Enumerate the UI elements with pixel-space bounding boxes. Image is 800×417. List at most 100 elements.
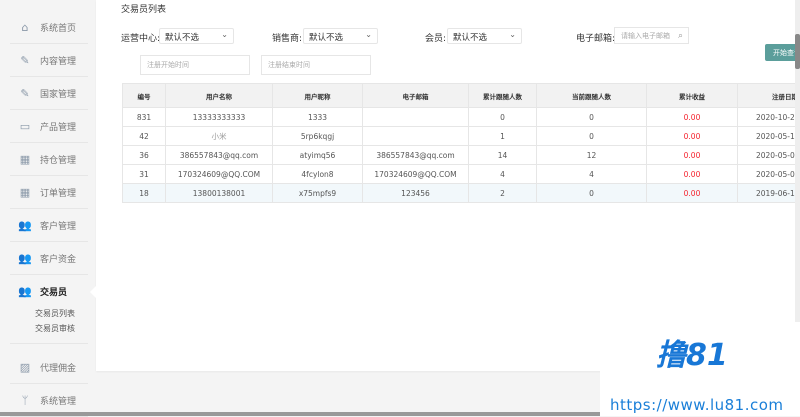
sidebar-item[interactable]: ▨ 代理佣金 xyxy=(10,351,88,384)
scrollbar-thumb[interactable] xyxy=(795,34,800,69)
table-cell: 13800138001 xyxy=(166,184,273,203)
table-cell: 14 xyxy=(469,146,537,165)
table-cell: 170324609@QQ.COM xyxy=(166,165,273,184)
column-header: 用户昵称 xyxy=(273,84,363,108)
watermark-url: https://www.lu81.com xyxy=(610,396,784,414)
sidebar-item-label: 产品管理 xyxy=(40,120,76,133)
end-date-input[interactable]: 注册结束时间 xyxy=(261,55,371,75)
table-cell: 2020-05-10 13: xyxy=(738,127,800,146)
table-cell: 42 xyxy=(123,127,166,146)
watermark-logo: 撸81 xyxy=(656,330,728,374)
ops-label: 运营中心: xyxy=(121,31,160,44)
email-label: 电子邮箱: xyxy=(576,31,615,44)
calendar-icon: ▭ xyxy=(18,120,32,132)
table-cell: 386557843@qq.com xyxy=(363,146,469,165)
active-indicator xyxy=(90,285,97,299)
sidebar-item-label: 内容管理 xyxy=(40,54,76,67)
users-icon: 👥 xyxy=(18,286,32,298)
table-cell: 0.00 xyxy=(647,108,738,127)
ops-select[interactable]: 默认不选⌄ xyxy=(159,28,234,44)
sidebar-item-label: 客户资金 xyxy=(40,252,76,265)
table-cell: 12 xyxy=(537,146,647,165)
branch-icon: ᛘ xyxy=(18,394,32,406)
chevron-down-icon: ⌄ xyxy=(365,30,372,39)
table-cell: 4 xyxy=(469,165,537,184)
table-cell: 31 xyxy=(123,165,166,184)
table-cell: 2020-05-03 14: xyxy=(738,165,800,184)
sidebar-item[interactable]: 👥 交易员 xyxy=(10,275,88,308)
seller-value: 默认不选 xyxy=(309,33,343,43)
table-cell: 36 xyxy=(123,146,166,165)
sidebar-item[interactable]: ▦订单管理 xyxy=(10,176,88,209)
sidebar-item-label: 持仓管理 xyxy=(40,153,76,166)
email-input[interactable]: 请输入电子邮箱 ⌕ xyxy=(614,27,689,44)
table-cell: 0 xyxy=(537,108,647,127)
table-cell: 13333333333 xyxy=(166,108,273,127)
table-cell: 2 xyxy=(469,184,537,203)
table-cell: 5rp6kqgj xyxy=(273,127,363,146)
sidebar-item-label: 交易员 xyxy=(40,285,67,298)
sidebar-item-label: 订单管理 xyxy=(40,186,76,199)
users-icon: 👥 xyxy=(18,219,32,231)
sidebar-item[interactable]: ▭ 产品管理 xyxy=(10,110,88,143)
column-header: 累计收益 xyxy=(647,84,738,108)
sidebar-item-label: 代理佣金 xyxy=(40,361,76,374)
page-title: 交易员列表 xyxy=(121,2,166,15)
table-cell: x75mpfs9 xyxy=(273,184,363,203)
table-cell: 18 xyxy=(123,184,166,203)
column-header: 用户名称 xyxy=(166,84,273,108)
table-cell: 0.00 xyxy=(647,127,738,146)
table-cell: 831 xyxy=(123,108,166,127)
sidebar-item[interactable]: ⌂ 系统首页 xyxy=(10,11,88,44)
grid-icon: ▦ xyxy=(18,153,32,165)
member-label: 会员: xyxy=(425,31,446,44)
home-icon: ⌂ xyxy=(18,21,32,33)
table-cell: 小米 xyxy=(166,127,273,146)
table-cell: 2020-05-07 18: xyxy=(738,146,800,165)
sidebar-item[interactable]: 👥 客户资金 xyxy=(10,242,88,275)
sidebar-item-label: 国家管理 xyxy=(40,87,76,100)
member-value: 默认不选 xyxy=(453,33,487,43)
edit-icon: ✎ xyxy=(18,87,32,99)
search-icon[interactable]: ⌕ xyxy=(678,31,683,41)
start-date-placeholder: 注册开始时间 xyxy=(147,60,189,70)
table-cell: 386557843@qq.com xyxy=(166,146,273,165)
sidebar-subitem[interactable]: 交易员列表 xyxy=(35,308,75,319)
table-cell: 170324609@QQ.COM xyxy=(363,165,469,184)
sidebar-subitem[interactable]: 交易员审核 xyxy=(35,323,75,334)
sidebar-item-label: 客户管理 xyxy=(40,219,76,232)
column-header: 编号 xyxy=(123,84,166,108)
table-cell: atyimq56 xyxy=(273,146,363,165)
seller-select[interactable]: 默认不选 ⌄ xyxy=(303,28,378,44)
column-header: 电子邮箱 xyxy=(363,84,469,108)
users-icon: 👥 xyxy=(18,252,32,264)
sidebar-item[interactable]: ✎ 国家管理 xyxy=(10,77,88,110)
sidebar-item[interactable]: ▦ 持仓管理 xyxy=(10,143,88,176)
table-cell: 123456 xyxy=(363,184,469,203)
column-header: 注册日期 xyxy=(738,84,800,108)
sidebar-item[interactable]: 👥 客户管理 xyxy=(10,209,88,242)
table-cell: 2020-10-23 19: xyxy=(738,108,800,127)
member-select[interactable]: 默认不选 ⌄ xyxy=(447,28,522,44)
table-cell: 1333 xyxy=(273,108,363,127)
email-placeholder: 请输入电子邮箱 xyxy=(621,31,670,41)
sidebar-item[interactable]: ✎内容管理 xyxy=(10,44,88,77)
chevron-down-icon: ⌄ xyxy=(509,30,516,39)
sidebar-item-label: 系统首页 xyxy=(40,21,76,34)
divider xyxy=(10,343,88,344)
table-cell: 0 xyxy=(537,184,647,203)
image-icon: ▨ xyxy=(18,361,32,373)
column-header: 当前跟随人数 xyxy=(537,84,647,108)
watermark: 撸81 https://www.lu81.com xyxy=(600,322,800,416)
start-date-input[interactable]: 注册开始时间 xyxy=(140,55,250,75)
chevron-down-icon: ⌄ xyxy=(221,30,228,39)
table-cell xyxy=(363,108,469,127)
table-cell: 0 xyxy=(537,127,647,146)
table-cell: 0 xyxy=(469,108,537,127)
